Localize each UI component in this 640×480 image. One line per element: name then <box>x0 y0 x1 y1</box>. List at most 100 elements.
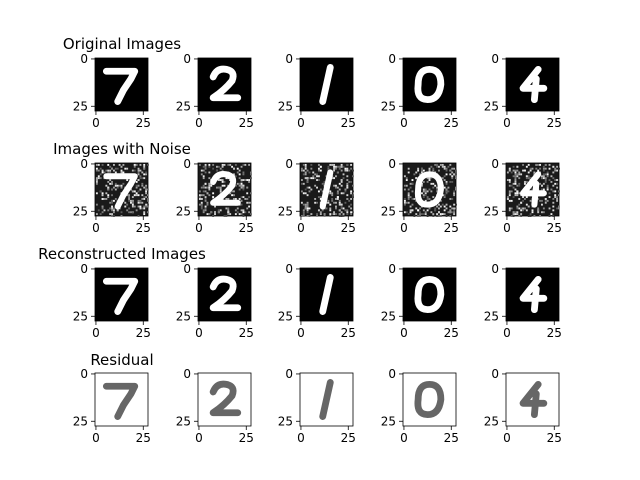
noise-pixel <box>512 213 515 216</box>
noise-pixel <box>340 163 343 166</box>
noise-pixel <box>208 171 211 174</box>
noise-pixel <box>514 180 517 183</box>
noise-pixel <box>338 182 341 185</box>
noise-pixel <box>112 163 115 166</box>
noise-pixel <box>323 180 326 183</box>
noise-pixel <box>506 198 509 200</box>
noise-pixel <box>204 190 207 193</box>
noise-pixel <box>539 163 542 166</box>
noise-pixel <box>314 173 317 176</box>
noise-pixel <box>516 165 519 168</box>
noise-pixel <box>204 163 207 166</box>
noise-pixel <box>319 213 322 216</box>
noise-pixel <box>122 163 125 166</box>
noise-pixel <box>143 163 146 166</box>
y-tick-label: 0 <box>285 157 293 171</box>
noise-pixel <box>436 213 439 216</box>
noise-pixel <box>439 213 442 216</box>
x-tick-label: 0 <box>297 431 305 445</box>
noise-pixel <box>101 169 104 172</box>
noise-pixel <box>208 188 211 191</box>
x-tick-label: 25 <box>341 431 356 445</box>
noise-pixel <box>346 194 349 197</box>
noise-pixel <box>556 165 559 168</box>
noise-pixel <box>198 163 201 166</box>
noise-pixel <box>141 171 144 174</box>
noise-pixel <box>428 179 431 181</box>
noise-pixel <box>122 182 125 185</box>
x-tick-label: 25 <box>547 326 562 340</box>
noise-pixel <box>306 201 309 204</box>
noise-pixel <box>443 186 446 189</box>
noise-pixel <box>231 194 234 197</box>
noise-pixel <box>112 211 115 214</box>
digit-2 <box>209 275 242 312</box>
noise-pixel <box>329 192 332 195</box>
noise-pixel <box>327 165 330 168</box>
y-tick-label: 0 <box>80 52 88 66</box>
noise-pixel <box>112 186 115 189</box>
noise-pixel <box>453 167 456 170</box>
noise-pixel <box>304 165 307 168</box>
noise-pixel <box>223 184 226 187</box>
noise-pixel <box>133 194 136 197</box>
noise-pixel <box>518 184 521 187</box>
noise-pixel <box>302 192 305 195</box>
noise-pixel <box>419 213 421 216</box>
noise-pixel <box>436 186 439 189</box>
noise-pixel <box>430 199 433 202</box>
noise-pixel <box>552 209 555 212</box>
noise-pixel <box>323 213 326 216</box>
noise-pixel <box>240 196 243 199</box>
noise-pixel <box>447 211 450 214</box>
noise-pixel <box>248 211 251 214</box>
noise-pixel <box>338 167 341 170</box>
noise-pixel <box>350 213 353 216</box>
noise-pixel <box>101 205 104 208</box>
noise-pixel <box>99 173 102 176</box>
noise-pixel <box>208 182 211 185</box>
noise-pixel <box>552 205 555 208</box>
noise-pixel <box>302 209 305 212</box>
noise-pixel <box>111 209 113 212</box>
noise-pixel <box>409 182 412 185</box>
noise-pixel <box>556 198 559 200</box>
noise-pixel <box>120 211 123 214</box>
noise-pixel <box>317 196 320 199</box>
noise-pixel <box>306 207 309 210</box>
noise-pixel <box>548 167 551 170</box>
noise-pixel <box>107 186 110 189</box>
noise-pixel <box>407 171 410 174</box>
digit-stroke <box>209 380 242 417</box>
noise-pixel <box>310 167 313 170</box>
noise-pixel <box>202 190 205 193</box>
noise-pixel <box>248 180 251 183</box>
noise-pixel <box>556 182 559 185</box>
noise-pixel <box>453 192 456 195</box>
noise-pixel <box>206 203 209 206</box>
noise-pixel <box>327 201 330 204</box>
noise-pixel <box>544 163 547 166</box>
noise-pixel <box>537 209 540 212</box>
noise-pixel <box>523 169 526 172</box>
noise-pixel <box>111 207 113 210</box>
digit-1 <box>319 169 334 210</box>
x-tick-label: 25 <box>444 431 459 445</box>
noise-pixel <box>210 211 213 214</box>
noise-pixel <box>516 184 519 187</box>
noise-pixel <box>137 205 140 208</box>
noise-pixel <box>112 199 115 202</box>
noise-pixel <box>422 190 425 193</box>
noise-pixel <box>541 188 543 191</box>
noise-pixel <box>441 203 444 206</box>
noise-pixel <box>428 188 431 191</box>
noise-pixel <box>300 167 303 170</box>
noise-pixel <box>443 175 446 178</box>
noise-pixel <box>548 192 551 195</box>
noise-pixel <box>234 209 237 212</box>
noise-pixel <box>246 207 249 210</box>
noise-pixel <box>514 175 517 178</box>
noise-pixel <box>333 211 336 214</box>
noise-pixel <box>131 169 134 172</box>
noise-pixel <box>114 198 117 200</box>
